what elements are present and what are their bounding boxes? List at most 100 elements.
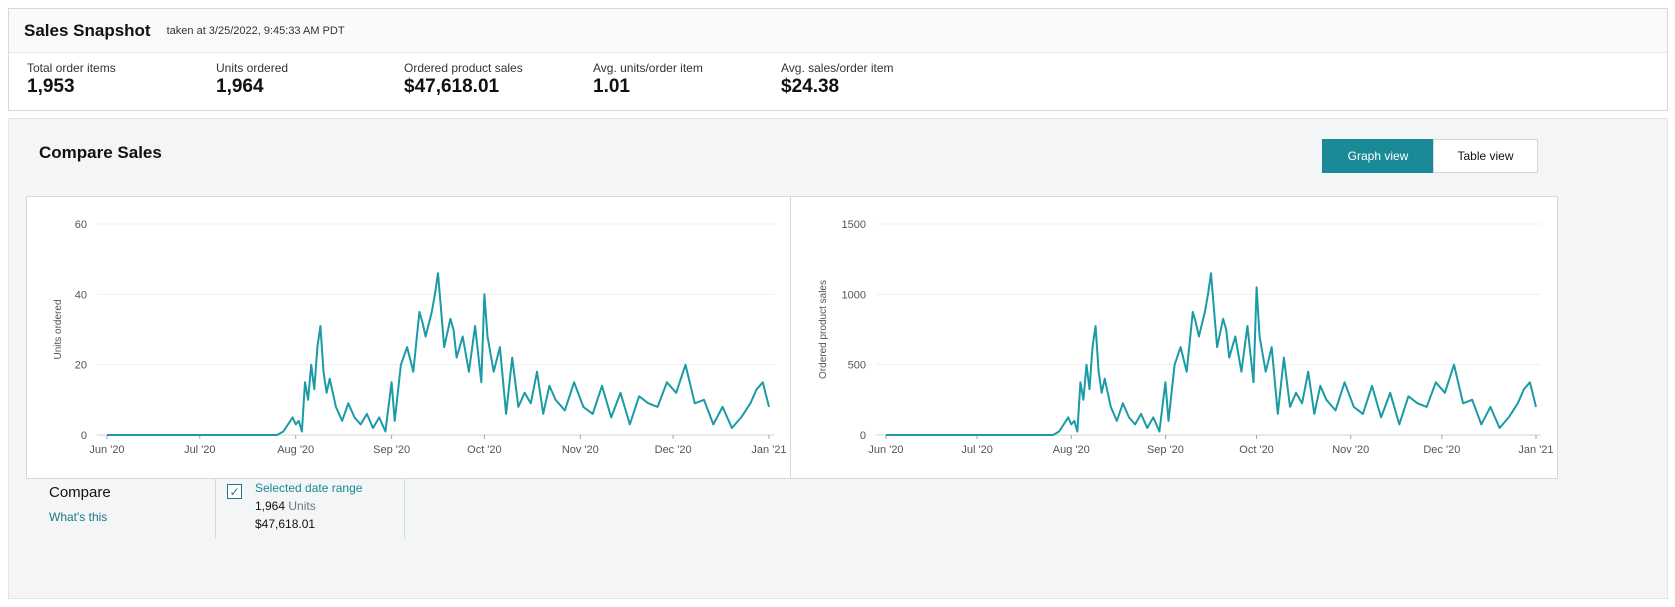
whats-this-link[interactable]: What's this	[49, 510, 108, 524]
data-point	[1535, 406, 1537, 408]
data-point	[1246, 325, 1248, 327]
metric-label: Units ordered	[216, 61, 289, 75]
data-point	[1489, 406, 1491, 408]
data-point	[1444, 392, 1446, 394]
data-point	[703, 399, 705, 401]
data-point	[298, 420, 300, 422]
data-point	[684, 364, 686, 366]
data-point	[304, 381, 306, 383]
metric-value: 1.01	[593, 76, 630, 97]
data-point	[1085, 364, 1087, 366]
data-point	[462, 336, 464, 338]
data-point	[1098, 371, 1100, 373]
data-point	[319, 325, 321, 327]
metric-total-order-items: Total order items 1,953	[27, 61, 116, 98]
metric-ordered-product-sales: Ordered product sales $47,618.01	[404, 61, 523, 98]
data-point	[486, 336, 488, 338]
data-point	[1128, 416, 1130, 418]
data-point	[666, 381, 668, 383]
data-point	[762, 381, 764, 383]
data-point	[310, 364, 312, 366]
data-point	[1523, 388, 1525, 390]
data-point	[1092, 346, 1094, 348]
data-point	[1110, 406, 1112, 408]
data-point	[1283, 357, 1285, 359]
data-point	[555, 399, 557, 401]
ordered-product-sales-chart-svg: 0 500 1000 1500 Ordered product sales Jun '20…	[818, 219, 1554, 456]
x-tick-label: Dec '20	[655, 444, 692, 456]
data-point	[1508, 416, 1510, 418]
data-point	[1529, 381, 1531, 383]
units-ordered-chart-svg: 0 20 40 60 Units ordered Jun '20 Jul '20 Aug '2…	[53, 219, 787, 456]
data-point	[1058, 430, 1060, 432]
data-point	[1265, 371, 1267, 373]
data-point	[301, 430, 303, 432]
metric-label: Avg. units/order item	[593, 61, 703, 75]
data-point	[1517, 402, 1519, 404]
x-tick-label: Nov '20	[1332, 444, 1369, 456]
data-point	[1158, 430, 1160, 432]
data-point	[530, 402, 532, 404]
metric-label: Ordered product sales	[404, 61, 523, 75]
data-point	[536, 371, 538, 373]
data-point	[456, 357, 458, 359]
data-point	[480, 381, 482, 383]
data-point	[443, 346, 445, 348]
data-point	[768, 406, 770, 408]
data-point	[313, 388, 315, 390]
data-point	[1499, 427, 1501, 429]
data-point	[582, 406, 584, 408]
data-point	[307, 399, 309, 401]
data-point	[1180, 346, 1182, 348]
data-point	[1222, 318, 1224, 320]
data-point	[1089, 388, 1091, 390]
data-point	[452, 329, 454, 331]
table-view-button[interactable]: Table view	[1433, 139, 1538, 173]
y-tick-label: 0	[860, 430, 866, 442]
data-point	[675, 392, 677, 394]
data-point	[1052, 434, 1054, 436]
data-point	[511, 357, 513, 359]
x-tick-label: Jun '20	[868, 444, 903, 456]
graph-view-button[interactable]: Graph view	[1322, 139, 1434, 173]
sales-snapshot-header: Sales Snapshot taken at 3/25/2022, 9:45:…	[9, 9, 1667, 53]
data-point	[601, 385, 603, 387]
data-point	[548, 385, 550, 387]
y-axis-label: Units ordered	[53, 299, 64, 359]
data-point	[629, 423, 631, 425]
data-point	[366, 413, 368, 415]
selected-range-sales: $47,618.01	[255, 517, 316, 531]
data-point	[316, 346, 318, 348]
data-point	[1207, 293, 1209, 295]
x-tick-label: Aug '20	[1053, 444, 1090, 456]
metric-value: 1,953	[27, 76, 75, 97]
data-point	[1313, 413, 1315, 415]
y-tick-label: 500	[848, 360, 866, 372]
y-tick-label: 1500	[842, 219, 866, 231]
data-point	[1271, 346, 1273, 348]
y-axis-label: Ordered product sales	[818, 280, 829, 379]
data-point	[1335, 409, 1337, 411]
data-point	[592, 413, 594, 415]
x-tick-label: Sep '20	[373, 444, 410, 456]
data-point	[326, 392, 328, 394]
data-point	[731, 427, 733, 429]
selected-date-range-checkbox[interactable]: ✓	[227, 484, 242, 499]
data-point	[1167, 420, 1169, 422]
data-point	[412, 371, 414, 373]
sales-snapshot-panel: Sales Snapshot taken at 3/25/2022, 9:45:…	[8, 8, 1668, 111]
x-tick-label: Jul '20	[961, 444, 992, 456]
data-point	[1380, 416, 1382, 418]
metric-value: 1,964	[216, 76, 264, 97]
data-point	[573, 381, 575, 383]
data-point	[1104, 378, 1106, 380]
selected-date-range-label[interactable]: Selected date range	[255, 481, 363, 495]
ordered-product-sales-chart: 0 500 1000 1500 Ordered product sales Jun '20…	[790, 196, 1558, 479]
data-point	[1471, 399, 1473, 401]
data-point	[1134, 423, 1136, 425]
compare-label: Compare	[49, 484, 111, 501]
data-point	[493, 371, 495, 373]
data-point	[505, 413, 507, 415]
data-point	[483, 293, 485, 295]
units-suffix: Units	[288, 499, 316, 513]
